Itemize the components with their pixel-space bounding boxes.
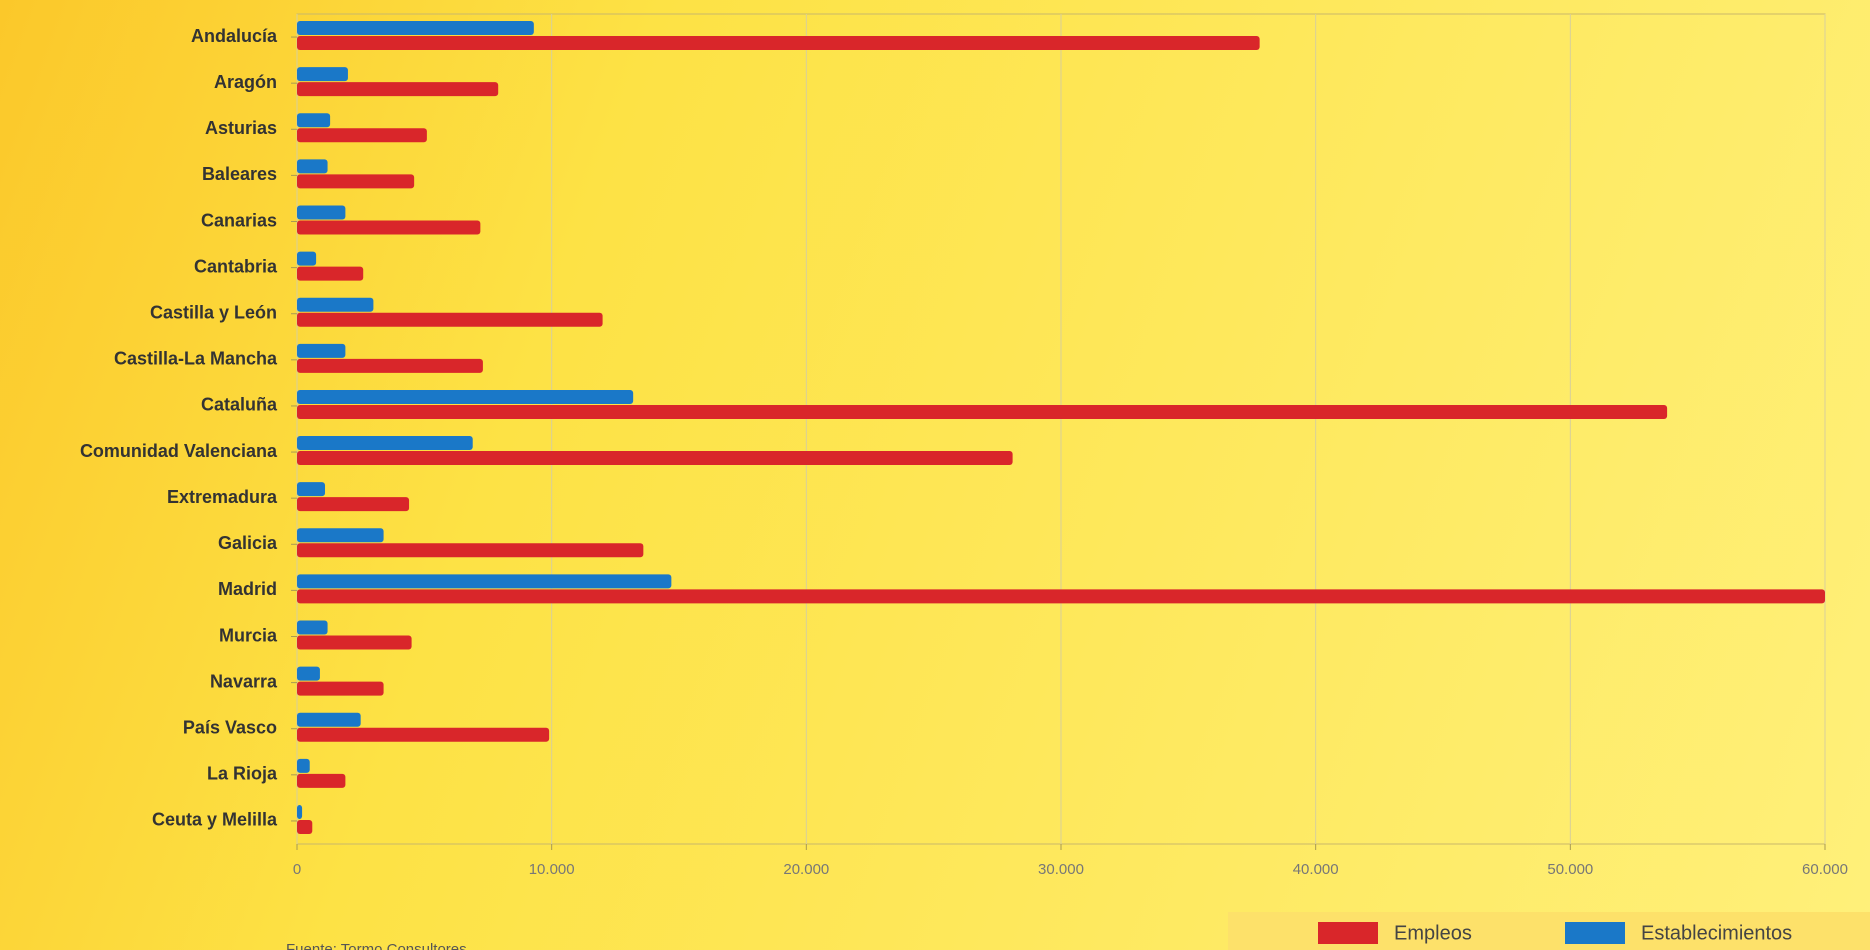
y-tick-label: Cantabria [194,256,278,276]
y-tick-label: País Vasco [183,717,277,737]
bar [297,666,320,681]
bar [297,635,412,650]
bar [297,205,346,220]
bar [297,712,361,727]
bar [297,21,534,36]
y-tick-label: Galicia [218,533,278,553]
bar [297,113,331,128]
x-tick-label: 30.000 [1038,861,1084,878]
source-note: Fuente: Tormo Consultores [286,941,467,950]
y-tick-label: La Rioja [207,764,278,784]
bar [297,358,483,373]
bar [297,404,1668,419]
y-tick-label: Castilla-La Mancha [114,349,278,369]
bar [297,128,427,143]
bar [297,451,1013,466]
legend-label: Empleos [1394,922,1472,944]
bar [297,343,346,358]
bar [297,389,634,404]
bar [297,681,384,696]
y-tick-label: Navarra [210,671,278,691]
y-tick-label: Asturias [205,118,277,138]
bar [297,297,374,312]
bar [297,543,644,558]
bar [297,36,1260,51]
bar [297,773,346,788]
bar [297,436,473,451]
x-tick-label: 10.000 [529,861,575,878]
bar [297,528,384,543]
bar [297,220,481,235]
x-tick-label: 20.000 [783,861,829,878]
x-tick-label: 40.000 [1293,861,1339,878]
x-tick-label: 0 [293,861,301,878]
bar [297,804,303,819]
y-tick-label: Comunidad Valenciana [80,441,278,461]
y-tick-label: Murcia [219,625,278,645]
legend-label: Establecimientos [1641,922,1792,944]
x-tick-label: 50.000 [1547,861,1593,878]
bar [297,82,499,97]
y-tick-label: Castilla y León [150,302,277,322]
y-tick-label: Madrid [218,579,277,599]
x-tick-label: 60.000 [1802,861,1848,878]
bar [297,67,348,82]
bar [297,758,310,773]
bar [297,620,328,635]
bar [297,574,672,589]
y-tick-label: Baleares [202,164,277,184]
bar [297,174,415,189]
y-tick-label: Andalucía [191,26,278,46]
y-tick-label: Cataluña [201,395,278,415]
y-tick-label: Ceuta y Melilla [152,810,278,830]
bar [297,266,364,281]
bar [297,589,1825,604]
bar [297,497,410,512]
y-tick-label: Aragón [214,72,277,92]
y-tick-label: Canarias [201,210,277,230]
bar [297,312,603,327]
bar [297,159,328,174]
bar [297,819,313,834]
bar [297,251,317,266]
bar [297,727,550,742]
y-tick-label: Extremadura [167,487,278,507]
legend-swatch [1565,922,1625,944]
bar [297,482,326,497]
legend-swatch [1318,922,1378,944]
